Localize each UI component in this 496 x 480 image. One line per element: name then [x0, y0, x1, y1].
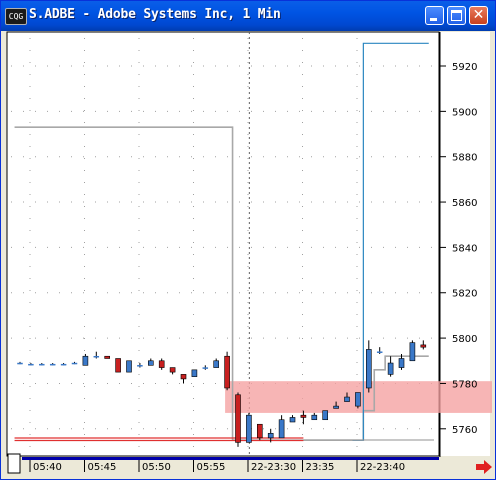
- time-range-bar[interactable]: [22, 457, 439, 460]
- chart-area[interactable]: 5760 5780 5800 5820 5840 5860 5880 5900 5920 05:…: [6, 31, 492, 476]
- maximize-icon: [451, 10, 462, 21]
- candle-body: [82, 355, 89, 366]
- price-axis[interactable]: 5760 5780 5800 5820 5840 5860 5880 5900 5920: [440, 62, 477, 436]
- candle-body: [311, 414, 318, 421]
- candle-body: [257, 423, 263, 439]
- candle-body: [39, 363, 45, 366]
- candle-body: [365, 349, 372, 389]
- candle-body: [213, 360, 219, 368]
- price-chart[interactable]: 5760 5780 5800 5820 5840 5860 5880 5900 5920 05:…: [6, 31, 492, 476]
- price-tick-label: 5800: [452, 334, 477, 345]
- candle-body: [202, 367, 209, 369]
- price-tick-label: 5760: [452, 425, 477, 436]
- price-tick-label: 5920: [452, 62, 477, 73]
- candle-body: [300, 414, 307, 418]
- window-title: S.ADBE - Adobe Systems Inc, 1 Min: [29, 7, 281, 22]
- candle-body: [126, 360, 132, 373]
- candle-body: [148, 360, 154, 366]
- candle-body: [409, 342, 416, 362]
- time-tick-label: 22-23:40: [360, 462, 405, 473]
- candle-body: [267, 433, 274, 439]
- candle-body: [17, 362, 23, 365]
- price-tick-label: 5860: [452, 198, 477, 209]
- price-tick-label: 5900: [452, 107, 477, 118]
- candle-body: [387, 362, 394, 375]
- candle-body: [224, 355, 230, 389]
- scroll-left-box[interactable]: [7, 453, 21, 474]
- candle-body: [235, 394, 241, 443]
- candle-body: [191, 369, 198, 377]
- maximize-button[interactable]: [447, 6, 466, 25]
- candle-body: [115, 358, 121, 373]
- price-tick-label: 5820: [452, 289, 477, 300]
- candle-body: [169, 367, 176, 373]
- time-axis[interactable]: 05:40 05:45 05:50 05:55 22-23:30 23:35 22-23:4…: [29, 460, 405, 473]
- candle-body: [71, 362, 78, 365]
- time-tick-label: 05:50: [142, 462, 171, 473]
- price-tick-label: 5780: [452, 379, 477, 390]
- blue-study-line: [352, 42, 429, 441]
- time-tick-label: 05:55: [197, 462, 226, 473]
- minimize-button[interactable]: [425, 6, 444, 25]
- minimize-icon: [430, 18, 437, 21]
- candles: [17, 340, 427, 447]
- price-tick-label: 5880: [452, 153, 477, 164]
- candle-body: [28, 363, 34, 366]
- candle-body: [104, 355, 110, 359]
- price-tick-label: 5840: [452, 243, 477, 254]
- time-tick-label: 22-23:30: [251, 462, 296, 473]
- candle-body: [344, 396, 350, 402]
- candle-body: [246, 414, 252, 443]
- time-tick-label: 05:45: [88, 462, 117, 473]
- time-axis-background[interactable]: [7, 457, 439, 475]
- candle-body: [355, 392, 361, 407]
- candle-body: [398, 358, 405, 368]
- close-icon: ✕: [472, 7, 485, 23]
- candle-body: [333, 405, 339, 409]
- study-lines: [14, 42, 434, 442]
- candle-body: [376, 351, 383, 353]
- scroll-right-arrow-icon[interactable]: [476, 460, 492, 474]
- app-icon[interactable]: CQG: [5, 8, 27, 25]
- candle-body: [278, 419, 285, 439]
- time-tick-label: 05:40: [33, 462, 62, 473]
- time-tick-label: 23:35: [306, 462, 335, 473]
- candle-body: [322, 410, 329, 421]
- candle-body: [137, 365, 143, 367]
- candle-body: [93, 355, 100, 358]
- close-button[interactable]: ✕: [469, 6, 488, 25]
- candle-body: [158, 360, 165, 368]
- candle-body: [420, 344, 427, 348]
- candle-body: [49, 363, 56, 366]
- title-bar[interactable]: CQG S.ADBE - Adobe Systems Inc, 1 Min ✕: [1, 1, 495, 31]
- candle-body: [180, 374, 187, 380]
- candle-body: [60, 363, 67, 366]
- candle-body: [289, 417, 296, 423]
